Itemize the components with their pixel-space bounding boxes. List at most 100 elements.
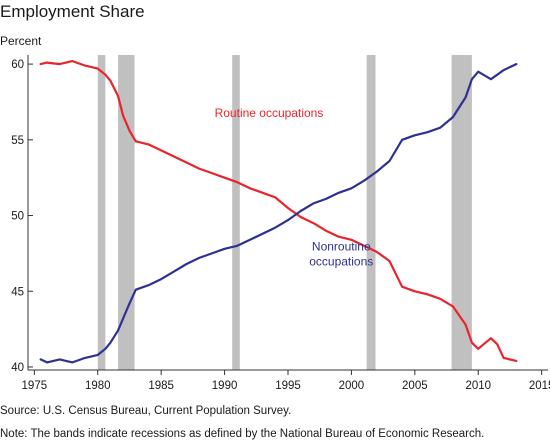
data-point-routine [350, 238, 353, 241]
annotation-label: occupations [309, 255, 373, 269]
data-point-routine [337, 235, 340, 238]
data-point-nonroutine [426, 131, 429, 134]
data-point-routine [515, 360, 518, 362]
data-point-routine [185, 161, 188, 164]
data-point-routine [496, 343, 499, 346]
data-point-nonroutine [325, 197, 327, 200]
data-point-routine [236, 181, 239, 184]
data-point-routine [147, 143, 150, 146]
data-point-nonroutine [287, 219, 289, 221]
data-point-nonroutine [122, 317, 125, 320]
data-point-routine [471, 341, 473, 344]
data-point-nonroutine [172, 270, 175, 273]
data-point-nonroutine [464, 96, 467, 99]
data-point-routine [464, 323, 467, 326]
data-point-nonroutine [274, 226, 277, 229]
series-annotations: Routine occupations Nonroutine occupations [215, 106, 374, 268]
data-point-routine [71, 60, 74, 62]
data-point-routine [109, 79, 112, 82]
data-point-routine [122, 114, 125, 117]
data-point-nonroutine [236, 244, 239, 247]
data-point-routine [96, 67, 99, 70]
data-point-routine [58, 63, 61, 65]
data-point-routine [211, 172, 213, 175]
data-point-routine [451, 305, 454, 308]
data-point-routine [223, 176, 226, 179]
data-point-nonroutine [185, 263, 188, 265]
data-point-routine [84, 64, 86, 67]
recession-band-0 [97, 55, 106, 370]
data-point-nonroutine [515, 63, 518, 65]
data-point-nonroutine [337, 191, 340, 194]
data-point-routine [39, 63, 42, 65]
data-point-routine [198, 167, 201, 170]
source-note: Source: U.S. Census Bureau, Current Popu… [0, 405, 292, 417]
data-point-nonroutine [502, 69, 505, 72]
data-point-nonroutine [198, 257, 201, 259]
data-point-routine [490, 337, 492, 340]
data-point-routine [299, 216, 302, 218]
series-line-nonroutine [39, 62, 518, 364]
data-point-nonroutine [211, 252, 213, 255]
recession-band-4 [451, 55, 472, 370]
data-point-nonroutine [147, 284, 150, 287]
data-point-routine [128, 129, 131, 132]
y-tick-label: 40 [11, 362, 24, 374]
data-point-routine [117, 94, 119, 97]
data-point-nonroutine [312, 202, 315, 205]
y-tick-label: 50 [11, 211, 24, 223]
data-point-routine [375, 250, 378, 253]
data-point-routine [439, 297, 442, 300]
data-point-nonroutine [249, 238, 251, 241]
chart-title: Employment Share [0, 2, 145, 21]
series-lines [39, 60, 518, 364]
data-point-routine [401, 285, 404, 288]
data-point-nonroutine [160, 278, 163, 281]
data-point-nonroutine [388, 160, 391, 162]
data-point-nonroutine [104, 347, 107, 350]
data-point-nonroutine [39, 358, 42, 361]
data-point-routine [172, 155, 175, 158]
data-point-routine [325, 229, 327, 232]
data-point-routine [477, 347, 480, 350]
data-point-nonroutine [413, 134, 416, 137]
y-tick-label: 45 [11, 286, 24, 298]
data-point-nonroutine [350, 187, 353, 190]
data-point-nonroutine [96, 353, 99, 356]
recession-bands [97, 55, 472, 370]
x-tick-label: 1985 [148, 380, 174, 392]
data-point-nonroutine [477, 70, 480, 73]
data-point-nonroutine [117, 329, 119, 332]
x-tick-label: 1990 [212, 380, 238, 392]
data-point-routine [261, 191, 264, 194]
x-tick-label: 2015 [529, 380, 550, 392]
data-point-nonroutine [490, 78, 492, 81]
recession-band-3 [366, 55, 376, 370]
x-tick-label: 2005 [402, 380, 428, 392]
data-point-nonroutine [58, 358, 61, 361]
data-point-routine [274, 196, 277, 199]
data-point-nonroutine [363, 179, 365, 182]
data-point-nonroutine [439, 126, 442, 129]
data-point-routine [388, 260, 391, 262]
data-point-routine [287, 207, 289, 209]
data-point-routine [160, 149, 163, 152]
y-tick-label: 60 [11, 59, 24, 71]
data-point-nonroutine [84, 356, 86, 359]
data-point-routine [249, 187, 251, 190]
y-axis-unit-label: Percent [0, 34, 42, 48]
data-point-routine [104, 73, 107, 76]
data-point-nonroutine [134, 288, 137, 291]
data-point-nonroutine [299, 210, 302, 212]
y-tick-label: 55 [11, 135, 24, 147]
data-point-nonroutine [261, 232, 264, 235]
data-point-routine [134, 140, 137, 143]
data-point-nonroutine [71, 361, 74, 364]
x-tick-label: 1995 [275, 380, 301, 392]
recession-band-2 [232, 55, 240, 370]
data-point-nonroutine [223, 247, 226, 250]
data-point-routine [413, 290, 416, 293]
data-point-nonroutine [451, 116, 454, 118]
data-point-nonroutine [401, 138, 404, 141]
